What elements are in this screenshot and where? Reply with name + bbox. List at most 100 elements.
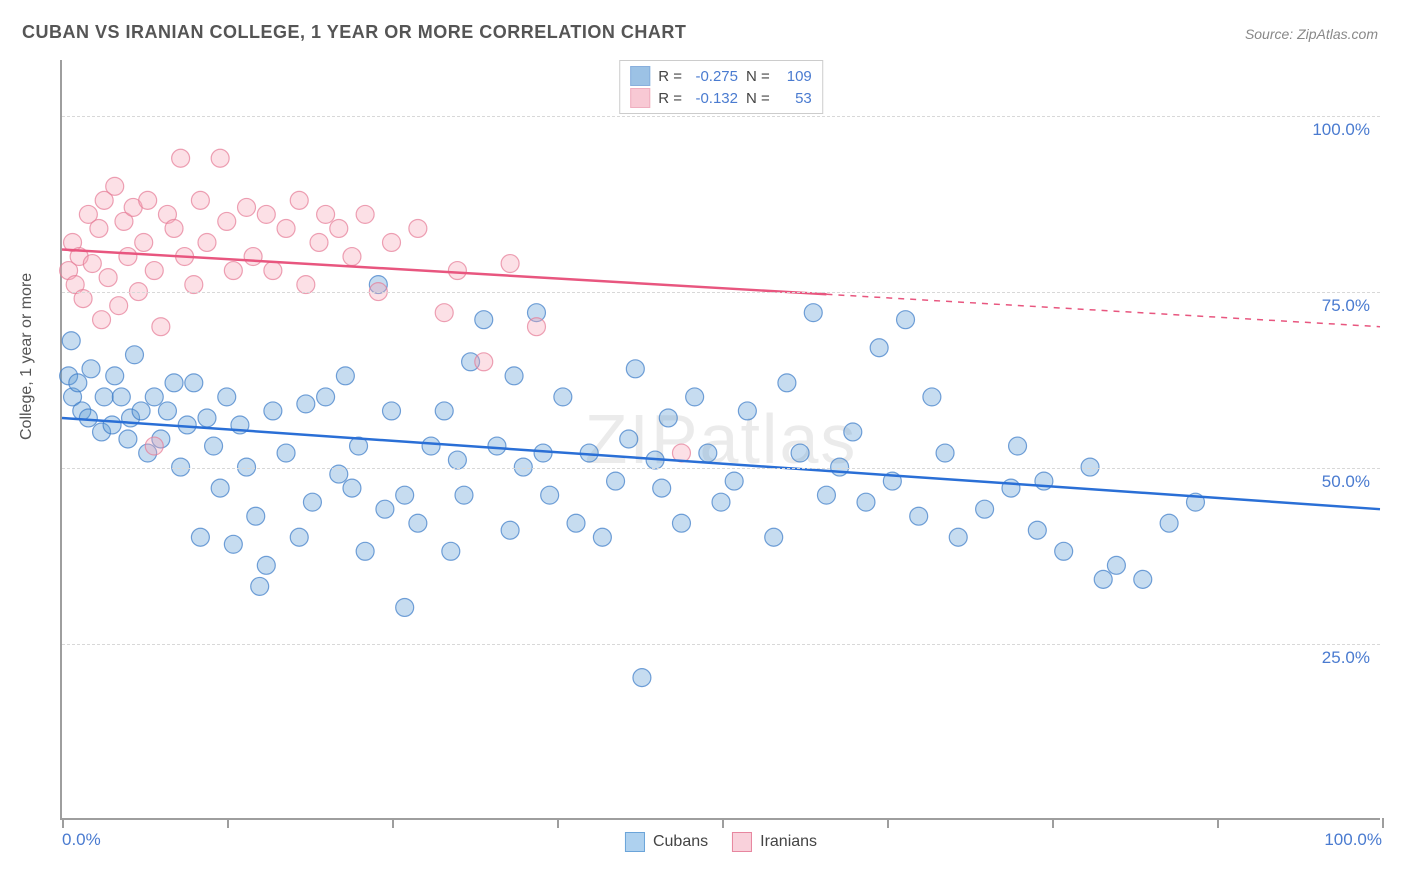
data-point-cubans [653, 479, 671, 497]
data-point-cubans [567, 514, 585, 532]
x-tick-label: 100.0% [1324, 830, 1382, 850]
data-point-iranians [257, 205, 275, 223]
data-point-cubans [62, 332, 80, 350]
data-point-cubans [95, 388, 113, 406]
data-point-cubans [1055, 542, 1073, 560]
data-point-cubans [1094, 570, 1112, 588]
data-point-cubans [211, 479, 229, 497]
x-tick [227, 818, 229, 828]
gridline-h [62, 468, 1380, 469]
data-point-cubans [857, 493, 875, 511]
data-point-iranians [330, 219, 348, 237]
swatch-cubans [630, 66, 650, 86]
x-tick [722, 818, 724, 828]
data-point-cubans [191, 528, 209, 546]
data-point-iranians [435, 304, 453, 322]
x-tick [1217, 818, 1219, 828]
data-point-cubans [1009, 437, 1027, 455]
data-point-cubans [633, 669, 651, 687]
data-point-cubans [488, 437, 506, 455]
x-tick [392, 818, 394, 828]
y-tick-label: 25.0% [1322, 648, 1370, 668]
x-tick [1052, 818, 1054, 828]
data-point-iranians [277, 219, 295, 237]
data-point-iranians [290, 191, 308, 209]
data-point-cubans [672, 514, 690, 532]
data-point-iranians [527, 318, 545, 336]
legend-n-label: N = [746, 68, 770, 85]
data-point-cubans [554, 388, 572, 406]
data-point-cubans [778, 374, 796, 392]
data-point-iranians [172, 149, 190, 167]
data-point-cubans [106, 367, 124, 385]
data-point-cubans [534, 444, 552, 462]
data-point-cubans [791, 444, 809, 462]
data-point-cubans [172, 458, 190, 476]
scatter-plot-svg [62, 60, 1380, 818]
data-point-cubans [1107, 556, 1125, 574]
data-point-cubans [505, 367, 523, 385]
data-point-cubans [626, 360, 644, 378]
legend-item-cubans: Cubans [625, 832, 708, 852]
legend-label-iranians: Iranians [760, 833, 817, 851]
data-point-iranians [448, 262, 466, 280]
data-point-cubans [699, 444, 717, 462]
data-point-iranians [211, 149, 229, 167]
data-point-iranians [383, 234, 401, 252]
data-point-cubans [396, 486, 414, 504]
data-point-cubans [409, 514, 427, 532]
data-point-cubans [593, 528, 611, 546]
data-point-iranians [224, 262, 242, 280]
data-point-cubans [1081, 458, 1099, 476]
data-point-cubans [185, 374, 203, 392]
data-point-iranians [317, 205, 335, 223]
data-point-cubans [455, 486, 473, 504]
data-point-iranians [93, 311, 111, 329]
x-tick [1382, 818, 1384, 828]
y-axis-label: College, 1 year or more [18, 273, 36, 440]
data-point-cubans [218, 388, 236, 406]
data-point-cubans [712, 493, 730, 511]
data-point-iranians [90, 219, 108, 237]
data-point-cubans [659, 409, 677, 427]
data-point-cubans [475, 311, 493, 329]
data-point-cubans [277, 444, 295, 462]
data-point-cubans [765, 528, 783, 546]
data-point-cubans [817, 486, 835, 504]
x-tick [62, 818, 64, 828]
data-point-iranians [238, 198, 256, 216]
data-point-cubans [923, 388, 941, 406]
data-point-cubans [126, 346, 144, 364]
data-point-cubans [422, 437, 440, 455]
chart-title: CUBAN VS IRANIAN COLLEGE, 1 YEAR OR MORE… [22, 22, 686, 43]
data-point-cubans [936, 444, 954, 462]
trend-line-iranians [62, 250, 826, 295]
data-point-cubans [165, 374, 183, 392]
data-point-cubans [251, 577, 269, 595]
data-point-cubans [198, 409, 216, 427]
chart-plot-area: ZIPatlas R = -0.275 N = 109 R = -0.132 N… [60, 60, 1380, 820]
data-point-cubans [738, 402, 756, 420]
data-point-iranians [297, 276, 315, 294]
data-point-iranians [356, 205, 374, 223]
data-point-cubans [224, 535, 242, 553]
data-point-cubans [112, 388, 130, 406]
data-point-cubans [514, 458, 532, 476]
data-point-cubans [356, 542, 374, 560]
swatch-iranians-bottom [732, 832, 752, 852]
data-point-cubans [317, 388, 335, 406]
data-point-iranians [343, 248, 361, 266]
data-point-cubans [1028, 521, 1046, 539]
legend-label-cubans: Cubans [653, 833, 708, 851]
data-point-iranians [218, 212, 236, 230]
data-point-cubans [376, 500, 394, 518]
correlation-legend: R = -0.275 N = 109 R = -0.132 N = 53 [619, 60, 823, 114]
data-point-cubans [383, 402, 401, 420]
x-tick [557, 818, 559, 828]
legend-r-value-iranians: -0.132 [690, 90, 738, 107]
data-point-iranians [409, 219, 427, 237]
data-point-cubans [607, 472, 625, 490]
data-point-cubans [257, 556, 275, 574]
data-point-cubans [804, 304, 822, 322]
data-point-cubans [448, 451, 466, 469]
